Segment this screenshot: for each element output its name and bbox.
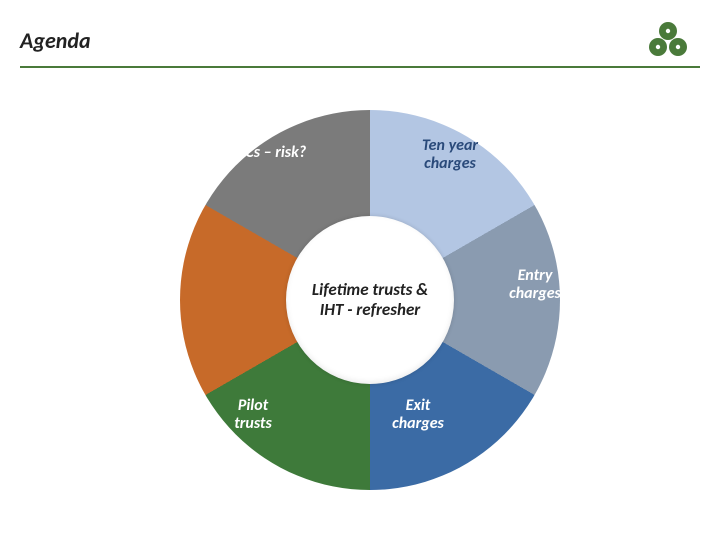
segment-label: Entry charges: [475, 267, 595, 302]
segment-label: Pilot trusts: [193, 397, 313, 432]
brand-logo: [646, 20, 690, 60]
donut-chart: Lifetime trusts & IHT - refresher Ten ye…: [0, 85, 720, 540]
segment-label: Exit charges: [358, 397, 478, 432]
segment-label: Penalties: [90, 274, 210, 292]
donut-center-label: Lifetime trusts & IHT - refresher: [300, 280, 440, 319]
page-title: Agenda: [20, 27, 91, 54]
donut-center: Lifetime trusts & IHT - refresher: [286, 216, 454, 384]
title-underline: [20, 66, 700, 68]
segment-label: Ten year charges: [390, 137, 510, 172]
segment-label: FICs – risk?: [210, 144, 330, 162]
